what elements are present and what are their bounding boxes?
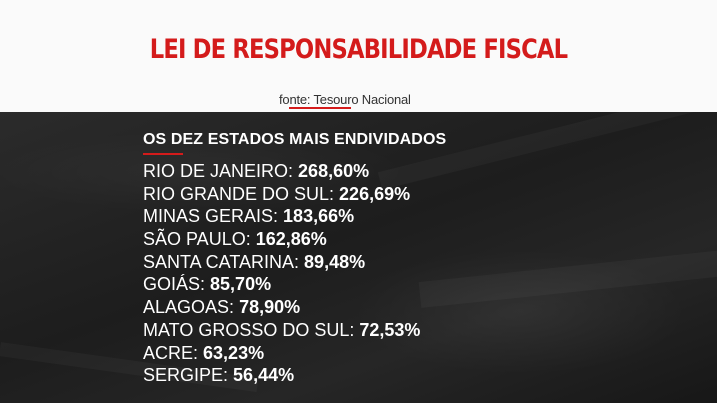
source-credit: fonte: Tesouro Nacional <box>279 92 411 107</box>
debt-value: 268,60% <box>298 161 370 181</box>
debt-value: 85,70% <box>210 274 272 295</box>
debt-value: 78,90% <box>239 297 301 318</box>
title-panel: LEI DE RESPONSABILIDADE FISCAL fonte: Te… <box>0 0 717 112</box>
list-panel <box>0 112 717 403</box>
state-name: GOIÁS: <box>143 274 206 295</box>
background-fold <box>419 249 717 308</box>
state-name: MATO GROSSO DO SUL: <box>143 319 355 340</box>
debt-value: 226,69% <box>339 183 411 204</box>
headline: LEI DE RESPONSABILIDADE FISCAL <box>149 34 568 65</box>
state-name: RIO GRANDE DO SUL: <box>143 183 335 204</box>
state-name: MINAS GERAIS: <box>143 206 279 227</box>
debt-value: 183,66% <box>283 206 355 227</box>
state-name: SANTA CATARINA: <box>143 251 300 272</box>
list-title: OS DEZ ESTADOS MAIS ENDIVIDADOS <box>143 131 447 148</box>
debt-list: RIO DE JANEIRO: 268,60% RIO GRANDE DO SU… <box>143 160 420 387</box>
list-item: SÃO PAULO: 162,86% <box>143 228 420 251</box>
list-item: MINAS GERAIS: 183,66% <box>143 205 420 228</box>
list-item: RIO GRANDE DO SUL: 226,69% <box>143 183 420 206</box>
debt-value: 56,44% <box>233 365 295 386</box>
list-title-underline <box>143 153 183 155</box>
list-item: ALAGOAS: 78,90% <box>143 296 420 319</box>
state-name: SÃO PAULO: <box>143 229 251 250</box>
debt-value: 89,48% <box>304 251 366 272</box>
debt-value: 63,23% <box>203 342 265 363</box>
list-item: MATO GROSSO DO SUL: 72,53% <box>143 319 420 342</box>
state-name: RIO DE JANEIRO: <box>143 161 294 181</box>
state-name: SERGIPE: <box>143 365 229 386</box>
list-item: GOIÁS: 85,70% <box>143 273 420 296</box>
state-name: ACRE: <box>143 342 199 363</box>
debt-value: 72,53% <box>359 319 421 340</box>
list-item: SANTA CATARINA: 89,48% <box>143 251 420 274</box>
list-item: RIO DE JANEIRO: 268,60% <box>143 160 420 183</box>
source-underline <box>289 107 351 109</box>
state-name: ALAGOAS: <box>143 297 235 318</box>
list-item: ACRE: 63,23% <box>143 342 420 365</box>
list-item: SERGIPE: 56,44% <box>143 364 420 387</box>
debt-value: 162,86% <box>255 229 327 250</box>
